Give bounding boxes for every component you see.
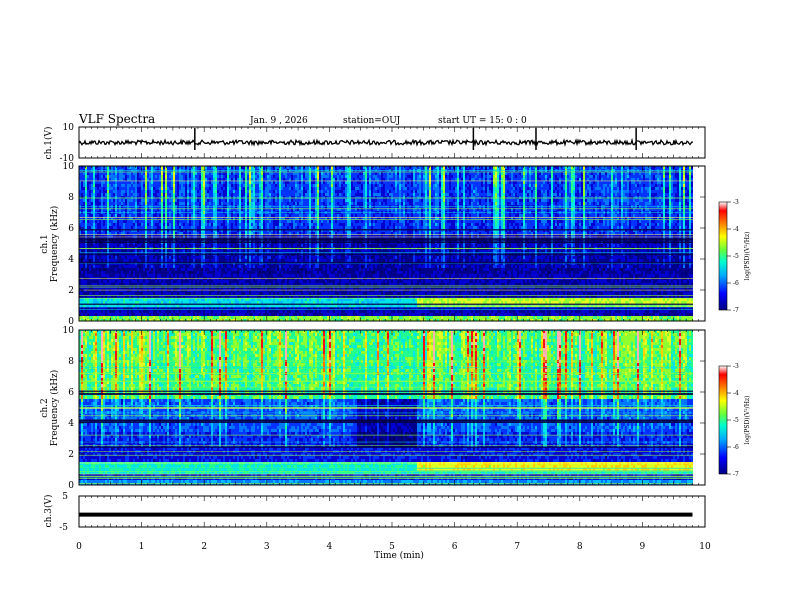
colorbar-tick-label: -6: [733, 280, 739, 287]
time-tick-label: 4: [327, 542, 333, 552]
time-tick-label: 0: [76, 542, 82, 552]
dark-band: [79, 393, 693, 395]
time-tick-label: 1: [139, 542, 145, 552]
frequency-tick-label: 4: [68, 255, 74, 265]
dark-band: [79, 238, 693, 240]
ch2-colorbar: [718, 365, 728, 475]
colorbar-tick-label: -5: [733, 417, 739, 424]
frequency-tick-label: 0: [68, 481, 74, 491]
ch2-spectrogram-yticks: 10 8 6 4 2 0: [63, 326, 706, 491]
ch1-colorbar-label: log(PSD)(V²/Hz): [744, 232, 751, 281]
start-time-label: start UT = 15: 0 : 0: [438, 116, 527, 126]
ch1-waveform-ylabel: ch.1(V): [43, 127, 54, 160]
ch3-waveform-ticks: [78, 496, 706, 527]
colorbar-tick-label: -3: [733, 199, 739, 206]
frequency-tick-label: 4: [68, 419, 74, 429]
ch1-spectrogram-ylabel-1: ch.1: [40, 234, 50, 253]
ch1-waveform-ticks: [78, 127, 706, 158]
date-label: Jan. 9 , 2026: [249, 116, 308, 126]
frequency-tick-label: 2: [68, 286, 74, 296]
colorbar-tick-label: -5: [733, 253, 739, 260]
frequency-tick-label: 10: [63, 326, 75, 336]
time-tick-label: 3: [264, 542, 270, 552]
ch1-spectrogram-yticks: 10 8 6 4 2 0: [63, 162, 706, 327]
frequency-tick-label: 6: [68, 224, 74, 234]
time-tick-label: 5: [389, 542, 395, 552]
station-label: station=OUJ: [343, 116, 401, 126]
time-tick-label: 9: [640, 542, 646, 552]
ch2-colorbar-ticks: -3 -4 -5 -6 -7: [727, 363, 739, 478]
frequency-tick-label: 2: [68, 450, 74, 460]
dark-band: [79, 241, 693, 243]
ch2-spectrogram-image: [79, 330, 693, 485]
ch2-colorbar-label: log(PSD)(V²/Hz): [744, 396, 751, 445]
colorbar-tick-label: -4: [733, 226, 739, 233]
ch1-spectrogram-ylabel-2: Frequency (kHz): [49, 206, 60, 283]
time-axis: 0 1 2 3 4 5 6 7 8 9 10: [76, 542, 711, 552]
frequency-tick-label: 0: [68, 317, 74, 327]
colorbar-tick-label: -7: [733, 471, 739, 478]
dark-band: [79, 229, 693, 231]
ch3-ytick-top: 5: [62, 492, 68, 502]
colorbar-tick-label: -4: [733, 390, 739, 397]
time-tick-label: 7: [514, 542, 520, 552]
frequency-tick-label: 8: [68, 193, 74, 203]
ch1-ytick-bottom: -10: [60, 154, 75, 164]
colorbar-tick-label: -6: [733, 444, 739, 451]
dark-band: [79, 239, 693, 241]
ch1-colorbar-ticks: -3 -4 -5 -6 -7: [727, 199, 739, 314]
dark-band: [79, 421, 693, 423]
time-tick-label: 8: [577, 542, 583, 552]
dark-band: [79, 261, 693, 264]
dark-band: [79, 446, 693, 448]
colorbar-tick-label: -3: [733, 363, 739, 370]
ch1-colorbar: [718, 201, 728, 311]
ch3-waveform-panel: 5 -5 ch.3(V): [43, 492, 706, 533]
ch3-waveform-ylabel: ch.3(V): [43, 495, 54, 528]
frequency-tick-label: 10: [63, 162, 75, 172]
ch1-ytick-top: 10: [63, 123, 75, 133]
ch2-spectrogram-ylabel-1: ch.2: [40, 398, 50, 417]
ch1-spectrogram-image: [79, 166, 693, 321]
colorbar-tick-label: -7: [733, 307, 739, 314]
dark-band: [79, 253, 693, 256]
ch1-spikes: [194, 128, 637, 150]
time-tick-label: 6: [452, 542, 458, 552]
time-axis-label: Time (min): [374, 550, 424, 561]
ch2-spectrogram-ylabel-2: Frequency (kHz): [49, 370, 60, 447]
dark-band: [79, 303, 693, 306]
ch1-waveform-line: [78, 137, 694, 148]
figure-title: VLF Spectra: [78, 112, 155, 126]
ch1-waveform-panel: 10 -10 ch.1(V): [43, 123, 706, 164]
time-tick-label: 10: [699, 542, 711, 552]
dark-band: [79, 390, 693, 393]
dark-band: [79, 419, 693, 422]
ch3-ytick-bottom: -5: [59, 523, 68, 533]
time-tick-label: 2: [201, 542, 207, 552]
frequency-tick-label: 6: [68, 388, 74, 398]
frequency-tick-label: 8: [68, 357, 74, 367]
